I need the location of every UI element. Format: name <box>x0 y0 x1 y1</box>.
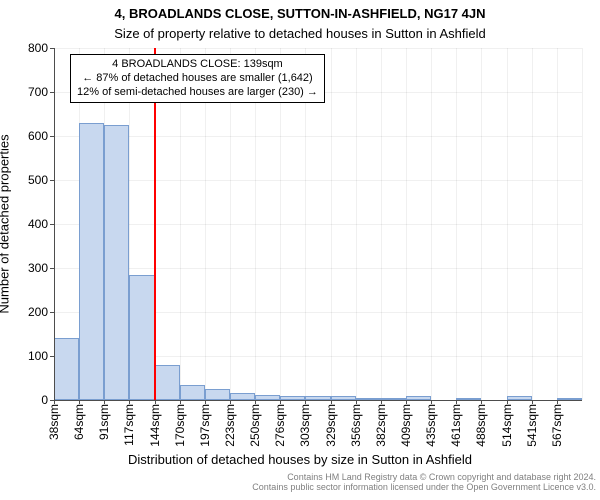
histogram-bar <box>230 393 255 400</box>
x-tick-label: 250sqm <box>248 404 262 447</box>
footer-line-1: Contains HM Land Registry data © Crown c… <box>0 472 596 482</box>
y-tick-label: 200 <box>4 305 48 319</box>
gridline-v <box>557 48 558 400</box>
gridline-h <box>54 268 582 269</box>
histogram-bar <box>180 385 205 400</box>
y-tick-label: 800 <box>4 41 48 55</box>
y-tick-label: 600 <box>4 129 48 143</box>
y-tick-mark <box>50 136 54 137</box>
x-tick-label: 276sqm <box>273 404 287 447</box>
y-axis-spine <box>54 48 55 400</box>
x-tick-label: 435sqm <box>424 404 438 447</box>
x-tick-label: 144sqm <box>148 404 162 447</box>
y-tick-label: 500 <box>4 173 48 187</box>
gridline-v <box>406 48 407 400</box>
histogram-bar <box>155 365 180 400</box>
gridline-h <box>54 224 582 225</box>
annotation-line-2: ← 87% of detached houses are smaller (1,… <box>77 72 318 86</box>
chart-title-2: Size of property relative to detached ho… <box>0 26 600 41</box>
gridline-v <box>431 48 432 400</box>
x-tick-label: 38sqm <box>47 404 61 440</box>
y-tick-label: 700 <box>4 85 48 99</box>
x-tick-label: 461sqm <box>449 404 463 447</box>
x-tick-label: 382sqm <box>374 404 388 447</box>
y-tick-mark <box>50 180 54 181</box>
gridline-v <box>532 48 533 400</box>
gridline-v <box>507 48 508 400</box>
x-tick-label: 64sqm <box>72 404 86 440</box>
histogram-bar <box>129 275 154 400</box>
gridline-v <box>381 48 382 400</box>
y-tick-mark <box>50 268 54 269</box>
x-axis-label: Distribution of detached houses by size … <box>0 452 600 467</box>
y-tick-label: 0 <box>4 393 48 407</box>
histogram-bar <box>79 123 104 400</box>
gridline-v <box>356 48 357 400</box>
x-tick-label: 197sqm <box>198 404 212 447</box>
gridline-v <box>481 48 482 400</box>
annotation-box: 4 BROADLANDS CLOSE: 139sqm ← 87% of deta… <box>70 54 325 103</box>
x-tick-label: 541sqm <box>525 404 539 447</box>
histogram-bar <box>205 389 230 400</box>
x-axis-spine <box>54 400 582 401</box>
annotation-line-3: 12% of semi-detached houses are larger (… <box>77 86 318 100</box>
x-tick-label: 170sqm <box>173 404 187 447</box>
histogram-bar <box>54 338 79 400</box>
gridline-v <box>331 48 332 400</box>
x-tick-label: 409sqm <box>399 404 413 447</box>
x-tick-label: 329sqm <box>324 404 338 447</box>
x-tick-label: 488sqm <box>474 404 488 447</box>
y-tick-label: 100 <box>4 349 48 363</box>
gridline-h <box>54 48 582 49</box>
histogram-bar <box>104 125 129 400</box>
y-tick-mark <box>50 356 54 357</box>
gridline-h <box>54 180 582 181</box>
x-tick-label: 91sqm <box>97 404 111 440</box>
x-tick-label: 356sqm <box>349 404 363 447</box>
footer-line-2: Contains public sector information licen… <box>0 482 596 492</box>
x-tick-label: 303sqm <box>298 404 312 447</box>
annotation-line-1: 4 BROADLANDS CLOSE: 139sqm <box>77 58 318 72</box>
y-tick-label: 300 <box>4 261 48 275</box>
gridline-v <box>456 48 457 400</box>
y-tick-label: 400 <box>4 217 48 231</box>
chart-title-1: 4, BROADLANDS CLOSE, SUTTON-IN-ASHFIELD,… <box>0 6 600 21</box>
y-tick-mark <box>50 312 54 313</box>
gridline-v <box>582 48 583 400</box>
x-tick-label: 223sqm <box>223 404 237 447</box>
x-tick-label: 567sqm <box>550 404 564 447</box>
y-tick-mark <box>50 92 54 93</box>
y-tick-mark <box>50 224 54 225</box>
x-tick-label: 117sqm <box>122 404 136 446</box>
x-tick-label: 514sqm <box>500 404 514 447</box>
footer-text: Contains HM Land Registry data © Crown c… <box>0 472 600 493</box>
gridline-h <box>54 136 582 137</box>
y-tick-mark <box>50 48 54 49</box>
